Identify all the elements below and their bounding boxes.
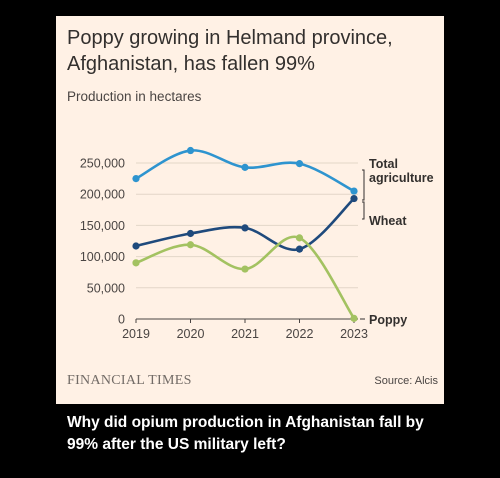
grid-lines [136, 162, 358, 289]
label-total-agriculture-line1: Total [369, 157, 398, 171]
data-point-poppy [132, 259, 140, 267]
label-poppy: Poppy [369, 313, 407, 327]
data-point-total-agriculture [295, 160, 304, 168]
x-tick-label: 2021 [231, 327, 259, 341]
data-point-total-agriculture [241, 163, 249, 171]
data-point-wheat [295, 245, 304, 253]
caption-text: Why did opium production in Afghanistan … [67, 414, 424, 453]
data-point-poppy [241, 265, 249, 273]
bracket-total-agriculture [362, 169, 365, 201]
series-line-poppy [134, 235, 356, 320]
y-tick-label: 100,000 [80, 250, 125, 264]
data-point-wheat [132, 242, 140, 250]
chart-card: Poppy growing in Helmand province, Afgha… [56, 16, 444, 404]
line-chart: 0 50,000 100,000 150,000 200,000 250,000 2019… [80, 146, 434, 341]
y-tick-label: 250,000 [80, 157, 125, 171]
series-labels: Total agriculture Wheat Poppy [360, 157, 434, 327]
data-point-total-agriculture [350, 187, 358, 195]
data-point-poppy [295, 234, 304, 242]
y-tick-label: 0 [118, 313, 125, 327]
data-point-poppy [350, 314, 358, 322]
x-tick-label: 2019 [122, 327, 150, 341]
x-axis: 2019 2020 2021 2022 2023 [122, 318, 368, 341]
series-line-wheat [134, 197, 356, 252]
x-tick-label: 2020 [177, 327, 205, 341]
series-lines [132, 146, 358, 322]
data-point-total-agriculture [186, 146, 195, 155]
label-total-agriculture-line2: agriculture [369, 171, 434, 185]
y-axis-tick-labels: 0 50,000 100,000 150,000 200,000 250,000 [80, 157, 125, 327]
x-tick-label: 2023 [340, 327, 368, 341]
y-tick-label: 50,000 [87, 281, 125, 295]
source-note: Source: Alcis [374, 375, 438, 387]
data-point-wheat [186, 229, 195, 238]
data-point-wheat [241, 224, 249, 232]
x-tick-label: 2022 [286, 327, 314, 341]
label-wheat: Wheat [369, 214, 407, 228]
y-tick-label: 200,000 [80, 188, 125, 202]
data-point-wheat [350, 194, 358, 203]
chart-subtitle: Production in hectares [67, 89, 202, 104]
ft-logo: FINANCIAL TIMES [67, 373, 192, 388]
y-tick-label: 150,000 [80, 219, 125, 233]
data-point-total-agriculture [132, 175, 140, 183]
bracket-wheat [362, 201, 365, 220]
data-point-poppy [186, 241, 195, 249]
chart-title: Poppy growing in Helmand province, Afgha… [67, 27, 393, 75]
caption-banner: Why did opium production in Afghanistan … [56, 404, 444, 464]
